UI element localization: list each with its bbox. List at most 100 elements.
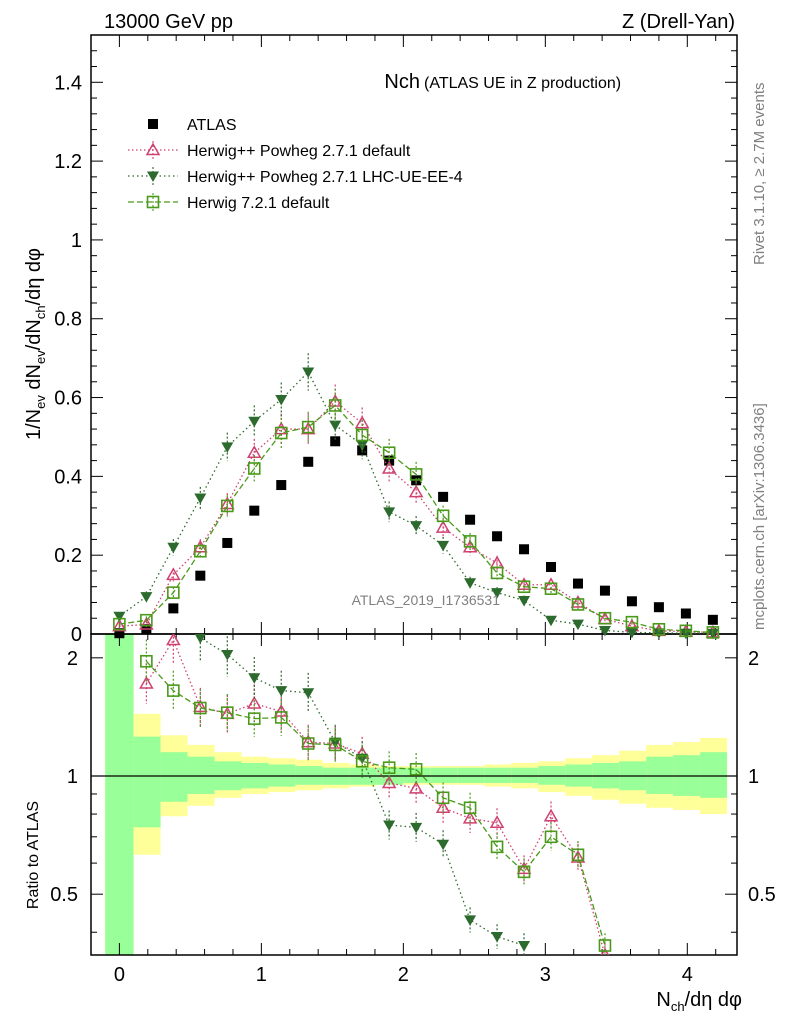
ratio-series-1-point <box>248 673 261 684</box>
series-2-point <box>275 395 288 406</box>
ratio-series-2-point <box>328 738 342 752</box>
plot-subtitle: (ATLAS UE in Z production) <box>424 75 621 92</box>
ratio-series-2-point <box>167 684 180 697</box>
plot-title: Nch <box>384 71 420 93</box>
ratio-series-2-point <box>409 763 423 776</box>
ratio-series-1-point <box>275 686 288 697</box>
ratio-series-0-point <box>543 808 559 822</box>
series-1-point <box>139 617 154 630</box>
series-2-point <box>571 619 584 631</box>
ratio-series-2-point <box>247 712 261 725</box>
ratio-series-0-point <box>381 775 397 789</box>
series-3-point <box>571 598 585 611</box>
series-0-point <box>222 537 233 548</box>
series-1-point <box>273 421 289 435</box>
series-1-point <box>435 520 451 533</box>
ratio-series-2-point <box>355 755 369 768</box>
x-tick-label: 1 <box>256 964 267 986</box>
ratio-series-2-point <box>274 711 288 724</box>
ratio-series-2-point <box>194 701 207 715</box>
legend-marker <box>148 119 158 129</box>
ratio-series-1-point <box>194 634 206 644</box>
series-3-point <box>301 420 315 434</box>
header-left: 13000 GeV pp <box>104 11 233 33</box>
y-tick-label: 0.4 <box>54 466 82 488</box>
series-3-point <box>382 446 396 460</box>
legend-label: Herwig++ Powheg 2.7.1 LHC-UE-EE-4 <box>187 169 463 186</box>
series-1-point <box>381 460 397 474</box>
y-tick-label: 0.8 <box>54 309 82 331</box>
rivet-label: Rivet 3.1.10, ≥ 2.7M events <box>751 83 768 266</box>
series-0-point <box>249 505 260 516</box>
ratio-series-0-point <box>462 810 478 824</box>
series-3-point <box>355 428 369 442</box>
stat-uncertainty-band <box>511 767 539 783</box>
ratio-series-0-point <box>166 634 181 646</box>
series-2-point <box>302 367 315 378</box>
series-0-point <box>465 514 476 525</box>
stat-uncertainty-band <box>646 756 674 794</box>
series-0-point <box>546 562 557 573</box>
x-axis-label: Nch/dη dφ <box>656 989 742 1014</box>
legend-label: Herwig++ Powheg 2.7.1 default <box>187 143 411 160</box>
series-0-point <box>195 570 206 581</box>
series-1-point <box>570 594 586 608</box>
series-3-point <box>220 499 234 513</box>
y-axis-label: 1/Nev dNev/dNch/dη dφ <box>23 248 48 440</box>
series-0-point <box>276 480 287 491</box>
series-1-point <box>112 618 127 632</box>
ratio-series-2-point <box>571 848 585 862</box>
ratio-series-2-point <box>382 761 396 774</box>
series-3-point <box>706 626 720 639</box>
series-0-point <box>707 614 718 625</box>
y-tick-label: 0.2 <box>54 545 82 567</box>
ratio-series-2-point <box>598 939 612 952</box>
series-0-point <box>438 491 449 502</box>
ratio-tick-label: 0.5 <box>50 884 78 906</box>
ratio-series-2-line <box>145 660 606 946</box>
series-3-point <box>463 535 477 548</box>
legend: ATLAS Herwig++ Powheg 2.7.1 default Herwig… <box>128 117 463 212</box>
ratio-series-0-point <box>246 695 262 709</box>
ratio-tick-label-right: 1 <box>748 766 759 788</box>
series-1-point <box>354 415 370 429</box>
ratio-series-0-point <box>600 947 610 955</box>
series-3-point <box>274 426 288 440</box>
mcplots-label: mcplots.cern.ch [arXiv:1306.3436] <box>751 403 768 630</box>
series-0-point <box>303 456 314 467</box>
series-0-point <box>572 578 583 589</box>
legend-entry-0: ATLAS <box>148 117 237 134</box>
ratio-series-2-point <box>301 737 315 750</box>
series-1-point <box>408 484 424 498</box>
ratio-series-1-point <box>464 915 477 926</box>
series-3-point <box>113 617 126 631</box>
series-0-point <box>680 608 691 619</box>
stat-uncertainty-band <box>700 752 728 798</box>
series-2-point <box>383 507 396 518</box>
legend-label: ATLAS <box>187 117 237 134</box>
y-tick-label: 1.2 <box>54 151 82 173</box>
series-2-point <box>167 542 180 554</box>
series-2-point <box>464 578 477 589</box>
series-0-point <box>492 531 503 542</box>
series-3-point <box>625 615 639 629</box>
legend-marker <box>147 171 159 182</box>
ratio-series-1-point <box>437 839 450 851</box>
ratio-series-0-point <box>139 676 154 689</box>
series-2-point <box>491 588 504 599</box>
legend-marker <box>146 195 160 209</box>
series-1-line <box>119 400 713 634</box>
series-3-point <box>328 399 342 412</box>
series-0-point <box>330 436 341 447</box>
series-2-point <box>652 628 665 639</box>
y-tick-label: 0 <box>71 624 82 646</box>
series-0-point <box>653 602 664 613</box>
series-2-point <box>437 540 450 552</box>
series-3-point <box>679 624 693 638</box>
series-0-point <box>519 544 530 555</box>
series-2-point <box>113 611 126 623</box>
x-tick-label: 2 <box>398 964 409 986</box>
ratio-series-1-point <box>491 932 504 943</box>
ratio-series-1-point <box>221 649 234 661</box>
